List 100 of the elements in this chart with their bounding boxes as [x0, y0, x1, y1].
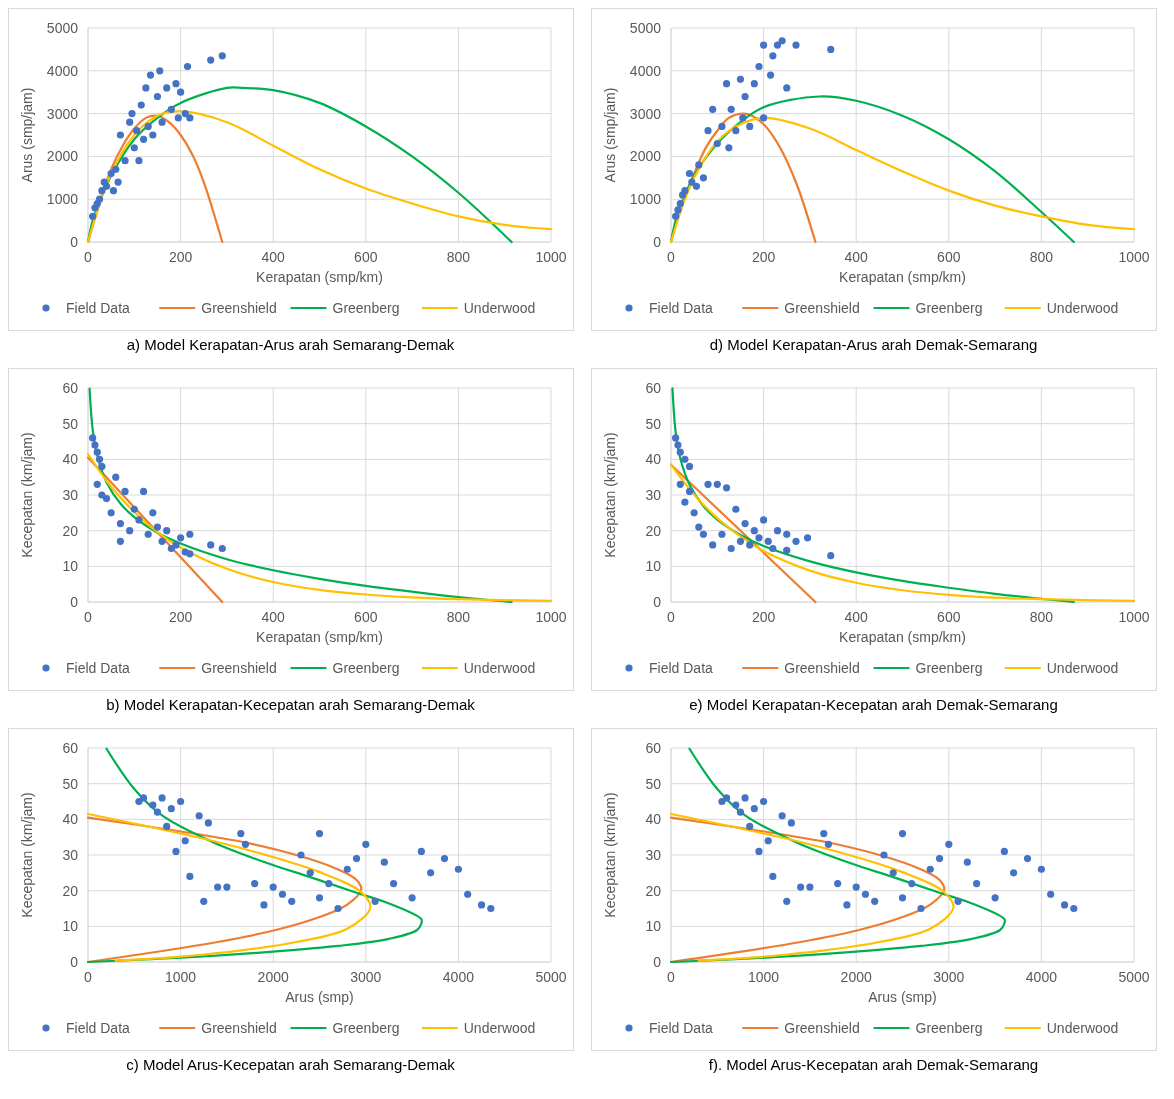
- point: [852, 883, 860, 891]
- point: [861, 890, 870, 898]
- y-tick-label: 10: [645, 558, 662, 575]
- point: [681, 498, 689, 506]
- point: [325, 879, 333, 888]
- point: [137, 101, 145, 109]
- point: [898, 894, 907, 902]
- point: [362, 840, 370, 848]
- point: [417, 847, 425, 856]
- point: [704, 480, 712, 488]
- point: [204, 819, 212, 827]
- legend-label: Greenberg: [915, 660, 983, 676]
- point: [146, 71, 155, 79]
- point: [149, 801, 157, 809]
- point: [144, 530, 152, 538]
- point: [121, 157, 129, 165]
- y-tick-label: 40: [62, 811, 79, 828]
- x-tick-label: 1000: [1118, 609, 1150, 625]
- x-tick-label: 3000: [933, 969, 965, 985]
- y-tick-label: 1000: [629, 191, 662, 208]
- point: [722, 80, 731, 88]
- point: [153, 92, 162, 101]
- point: [218, 52, 226, 60]
- point: [824, 840, 833, 848]
- point: [260, 901, 268, 909]
- x-tick-label: 200: [751, 609, 776, 625]
- point: [177, 797, 185, 806]
- point: [769, 52, 777, 60]
- x-axis-title: Kerapatan (smp/km): [256, 269, 383, 285]
- x-tick-label: 600: [937, 249, 961, 265]
- legend-label: Field Data: [649, 1020, 714, 1036]
- point: [917, 904, 925, 913]
- legend-label: Underwood: [1046, 660, 1119, 676]
- point: [704, 127, 712, 135]
- point: [727, 105, 735, 113]
- point: [172, 80, 180, 88]
- point: [783, 546, 791, 554]
- point: [107, 509, 115, 517]
- x-tick-label: 0: [667, 969, 676, 985]
- point: [750, 80, 758, 88]
- point: [827, 552, 835, 560]
- point: [732, 505, 740, 513]
- x-tick-label: 400: [844, 249, 869, 265]
- point: [681, 455, 689, 463]
- x-tick-label: 1000: [1118, 249, 1150, 265]
- point: [681, 187, 689, 195]
- x-tick-label: 0: [84, 969, 93, 985]
- y-tick-label: 0: [70, 594, 79, 610]
- y-axis-title: Kecepatan (km/jam): [602, 432, 618, 558]
- point: [787, 819, 795, 827]
- point: [755, 62, 763, 71]
- point: [380, 858, 388, 866]
- point: [158, 537, 166, 545]
- legend-label: Greenshield: [201, 300, 277, 316]
- point: [237, 830, 245, 838]
- point: [89, 212, 97, 220]
- point: [144, 122, 152, 131]
- x-tick-label: 4000: [442, 969, 475, 985]
- point: [769, 544, 777, 553]
- point: [676, 199, 684, 208]
- x-tick-label: 200: [168, 249, 193, 265]
- point: [93, 480, 101, 488]
- point: [713, 139, 721, 148]
- legend-label: Greenberg: [915, 300, 983, 316]
- point: [755, 847, 763, 856]
- point: [695, 523, 703, 531]
- point: [109, 187, 118, 195]
- point: [699, 530, 708, 538]
- x-axis-title: Kerapatan (smp/km): [839, 629, 966, 645]
- point: [827, 45, 835, 53]
- text: d) Model Kerapatan-Arus arah Demak-Semarang: [709, 336, 1038, 353]
- point: [95, 195, 104, 203]
- x-tick-label: 4000: [1025, 969, 1058, 985]
- x-tick-label: 800: [1029, 609, 1054, 625]
- legend-label: Field Data: [66, 660, 131, 676]
- y-tick-label: 0: [70, 234, 79, 250]
- y-tick-label: 5000: [629, 20, 662, 36]
- point: [214, 883, 222, 891]
- point: [843, 901, 851, 909]
- point: [1060, 901, 1069, 909]
- y-tick-label: 3000: [629, 105, 662, 122]
- point: [1047, 890, 1055, 898]
- point: [739, 114, 747, 122]
- x-tick-label: 400: [261, 249, 286, 265]
- point: [1010, 869, 1018, 877]
- y-tick-label: 0: [653, 594, 662, 610]
- point: [766, 71, 775, 79]
- point: [114, 178, 122, 186]
- legend-label: Underwood: [1046, 1020, 1119, 1036]
- x-tick-label: 1000: [165, 969, 197, 985]
- y-tick-label: 10: [62, 558, 79, 575]
- point: [685, 487, 694, 496]
- point: [695, 161, 703, 169]
- point: [195, 812, 203, 820]
- point: [116, 131, 125, 139]
- point: [908, 879, 916, 888]
- point: [389, 879, 398, 888]
- point: [803, 534, 812, 542]
- point: [126, 527, 134, 535]
- point: [690, 509, 698, 517]
